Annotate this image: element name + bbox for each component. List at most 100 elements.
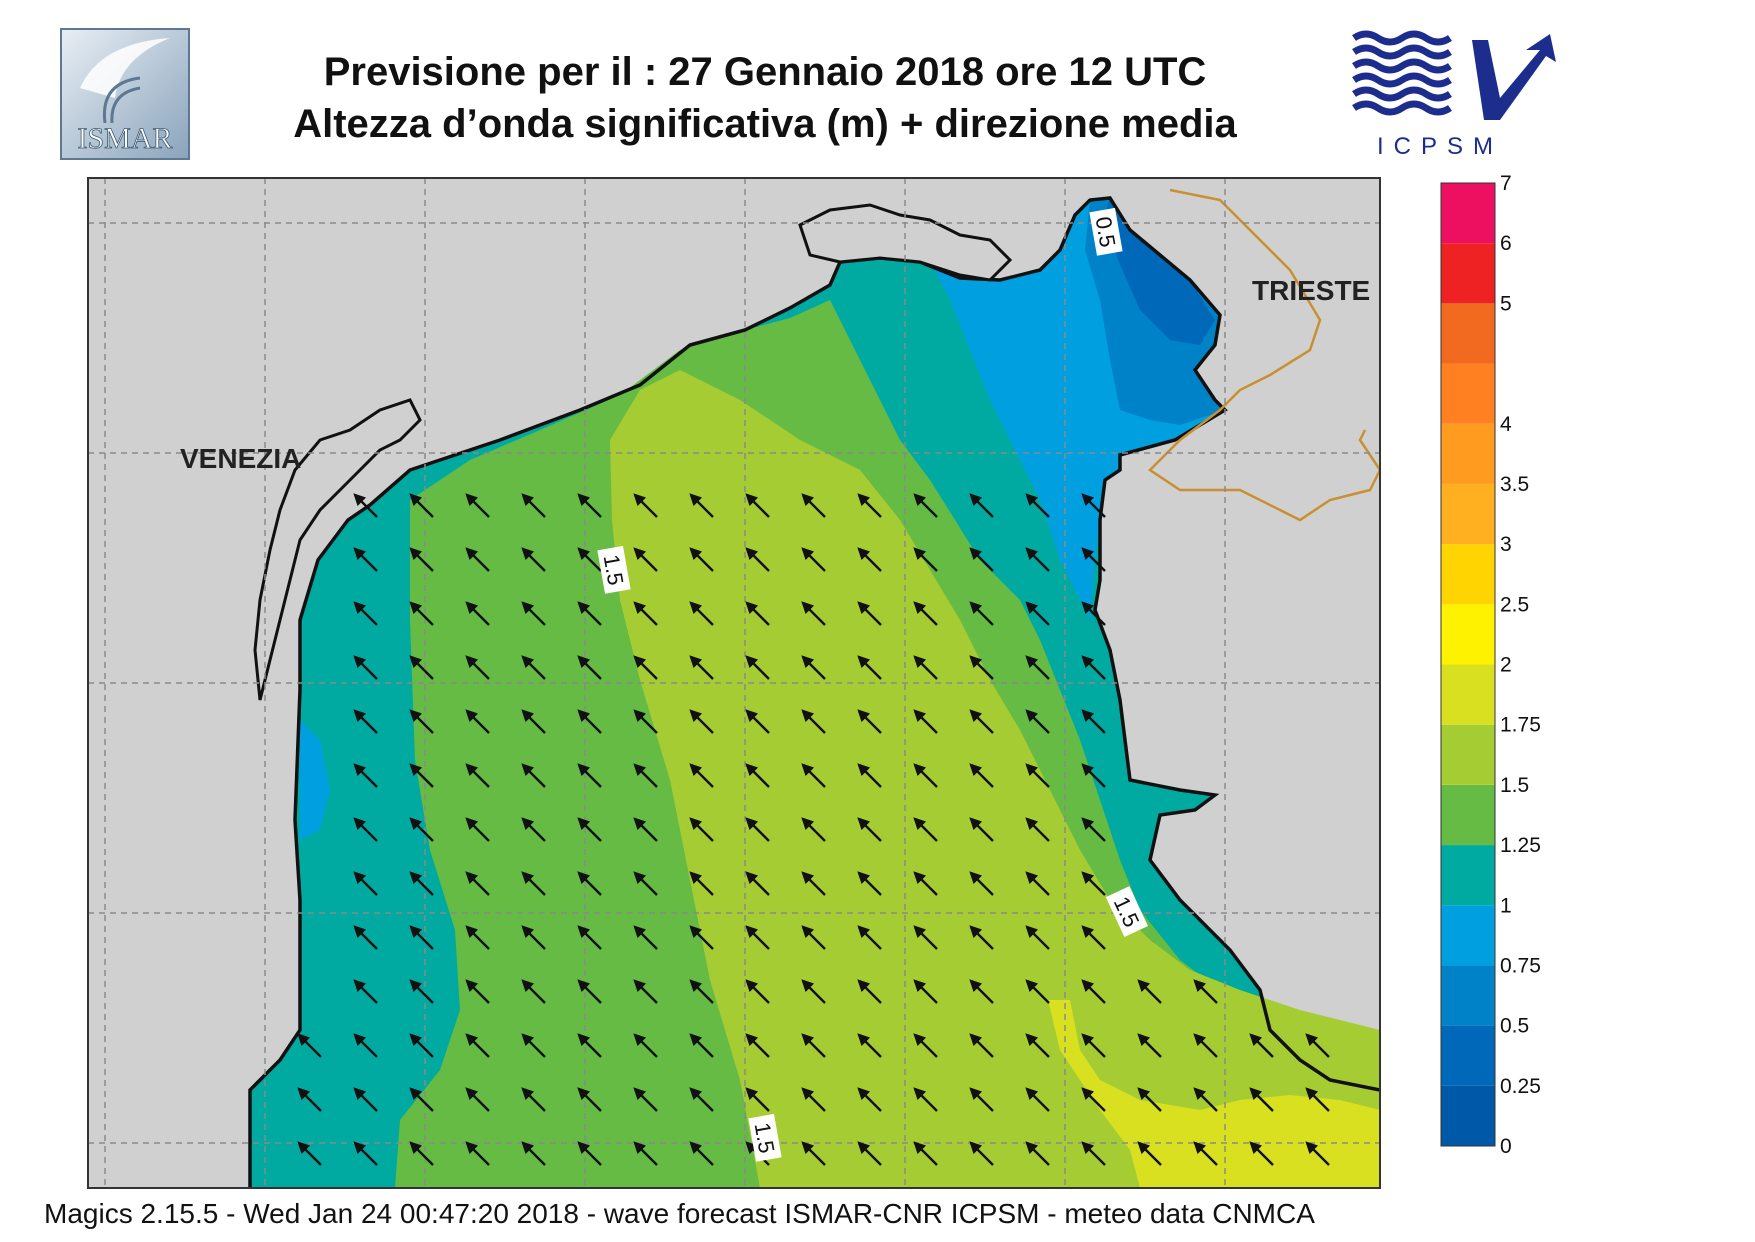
direction-arrow	[913, 655, 938, 680]
colorbar-band	[1441, 544, 1495, 605]
direction-arrow	[913, 979, 938, 1004]
direction-arrow	[857, 871, 882, 896]
direction-arrow	[689, 601, 714, 626]
direction-arrow	[1137, 1141, 1162, 1166]
direction-arrow	[857, 493, 882, 518]
direction-arrow	[689, 979, 714, 1004]
icpsm-logo: ICPSM	[1350, 28, 1580, 160]
colorbar-frame	[1440, 182, 1496, 1147]
direction-arrow	[409, 1141, 434, 1166]
svg-text:1.5: 1.5	[750, 1121, 780, 1155]
direction-arrow	[521, 493, 546, 518]
direction-arrow	[969, 1033, 994, 1058]
contour-label-1: 0.5	[1089, 207, 1123, 256]
colorbar: 0 0.25 0.5 0.75 1 1.25 1.5 1.75 2 2.5 3 3.5 4 5 6 7	[1440, 172, 1541, 1158]
colorbar-label: 2	[1500, 654, 1512, 677]
direction-arrow	[913, 709, 938, 734]
direction-arrow	[465, 763, 490, 788]
direction-arrow	[801, 979, 826, 1004]
direction-arrow	[745, 655, 770, 680]
contour-label-2: 1.5	[597, 545, 631, 594]
direction-arrow	[409, 1087, 434, 1112]
colorbar-label: 5	[1500, 292, 1512, 315]
direction-arrow	[465, 709, 490, 734]
direction-arrow	[633, 817, 658, 842]
direction-arrow	[297, 1033, 322, 1058]
direction-arrow	[1025, 1033, 1050, 1058]
direction-arrow	[689, 547, 714, 572]
direction-arrow	[409, 763, 434, 788]
direction-arrow	[801, 925, 826, 950]
direction-arrow	[1081, 817, 1106, 842]
direction-arrow	[465, 493, 490, 518]
direction-arrow	[689, 655, 714, 680]
direction-arrow	[353, 871, 378, 896]
direction-arrow	[353, 979, 378, 1004]
direction-arrow	[577, 1141, 602, 1166]
direction-arrow	[409, 547, 434, 572]
direction-arrow	[353, 709, 378, 734]
direction-arrow	[409, 601, 434, 626]
direction-arrow	[857, 817, 882, 842]
direction-arrow	[1081, 709, 1106, 734]
direction-arrow	[465, 979, 490, 1004]
direction-arrow	[689, 709, 714, 734]
direction-arrow	[353, 817, 378, 842]
direction-arrow	[633, 871, 658, 896]
direction-arrow	[409, 871, 434, 896]
map-frame	[87, 177, 1381, 1189]
colorbar-band	[1441, 303, 1495, 364]
direction-arrow	[801, 493, 826, 518]
direction-arrow	[857, 601, 882, 626]
direction-arrow	[689, 1033, 714, 1058]
direction-arrow	[1081, 979, 1106, 1004]
colorbar-band	[1441, 1025, 1495, 1086]
direction-arrow	[689, 493, 714, 518]
direction-arrow	[969, 709, 994, 734]
direction-arrow	[633, 1033, 658, 1058]
colorbar-label: 0.5	[1500, 1015, 1529, 1038]
direction-arrow	[1249, 1033, 1274, 1058]
colorbar-band	[1441, 905, 1495, 966]
direction-arrow	[1081, 655, 1106, 680]
direction-arrow	[521, 1141, 546, 1166]
direction-arrow	[969, 601, 994, 626]
direction-arrow	[633, 1087, 658, 1112]
direction-arrow	[521, 979, 546, 1004]
direction-arrow	[1081, 601, 1106, 626]
direction-arrow	[913, 925, 938, 950]
direction-arrow	[521, 763, 546, 788]
direction-arrow	[1137, 1033, 1162, 1058]
direction-arrow	[1193, 1033, 1218, 1058]
svg-text:1.5: 1.5	[599, 553, 629, 587]
sea-band-yellow	[1048, 1000, 1380, 1188]
colorbar-band	[1441, 183, 1495, 244]
direction-arrow	[633, 979, 658, 1004]
direction-arrow	[689, 871, 714, 896]
colorbar-label: 1.25	[1500, 834, 1541, 857]
colorbar-band	[1441, 483, 1495, 545]
direction-arrow	[745, 871, 770, 896]
lagoon-islands	[253, 398, 422, 701]
direction-arrow	[857, 1141, 882, 1166]
direction-arrow	[689, 763, 714, 788]
direction-arrow	[577, 709, 602, 734]
direction-arrow	[1137, 1087, 1162, 1112]
direction-arrow	[577, 1033, 602, 1058]
direction-arrow	[465, 871, 490, 896]
direction-arrow	[1193, 979, 1218, 1004]
direction-arrow	[633, 709, 658, 734]
direction-arrow	[353, 655, 378, 680]
direction-arrow	[857, 925, 882, 950]
sea-band-darkblue	[1105, 198, 1215, 345]
colorbar-band	[1441, 845, 1495, 906]
direction-arrow	[801, 817, 826, 842]
direction-arrow	[1025, 601, 1050, 626]
direction-arrow	[633, 1141, 658, 1166]
direction-arrow	[1305, 1141, 1330, 1166]
direction-arrow	[745, 817, 770, 842]
direction-arrows	[297, 493, 1330, 1166]
direction-arrow	[969, 493, 994, 518]
direction-arrow	[1249, 1087, 1274, 1112]
